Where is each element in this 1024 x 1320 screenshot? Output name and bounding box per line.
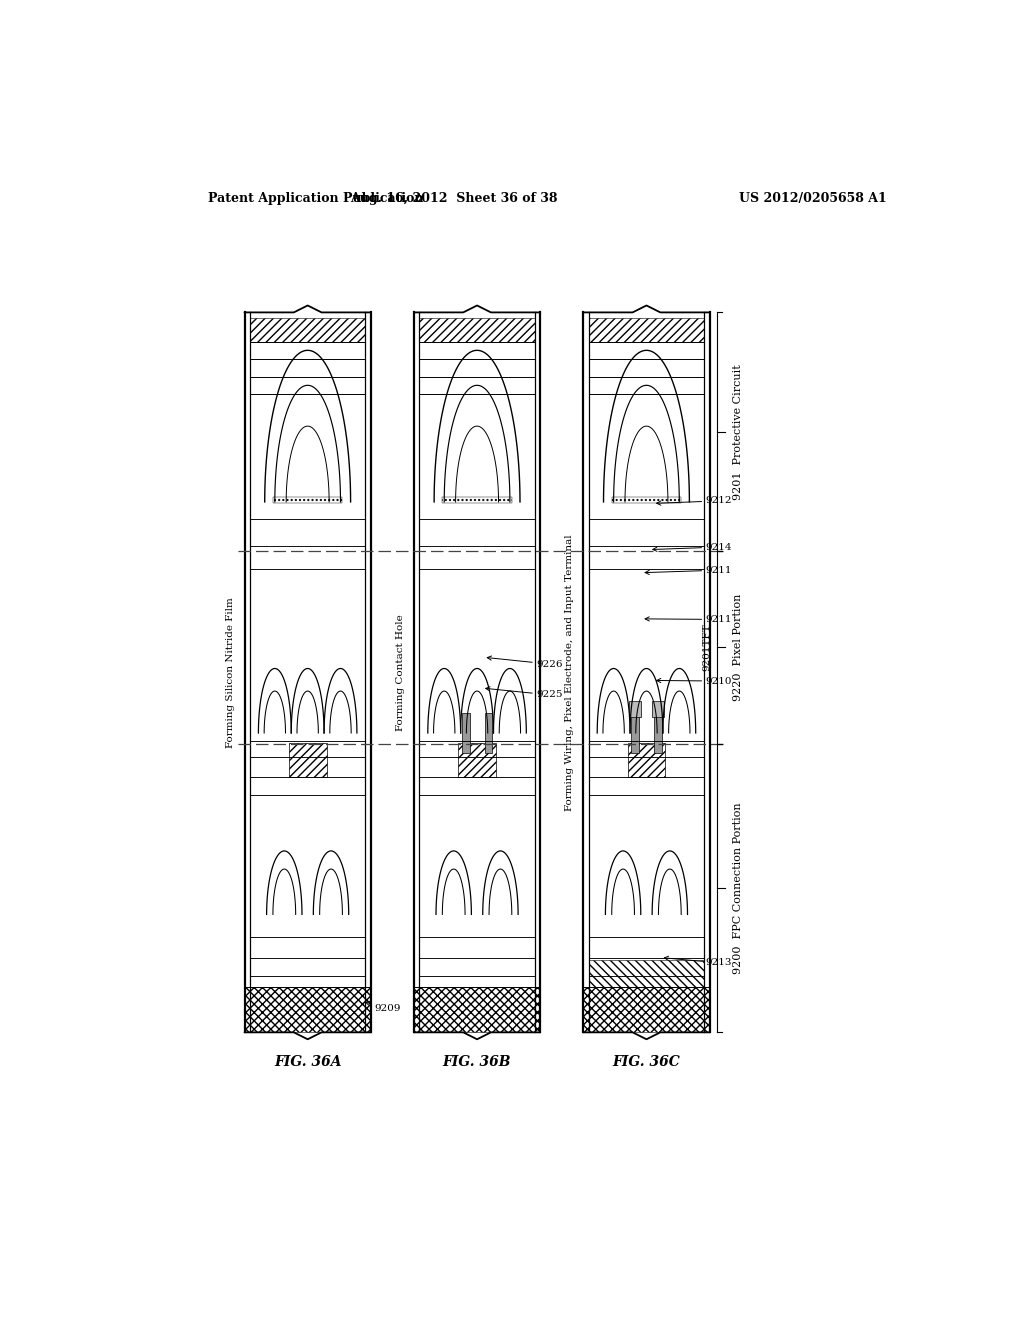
Bar <box>414 987 541 1032</box>
Bar <box>654 713 662 754</box>
Bar <box>462 713 470 754</box>
Text: 9225: 9225 <box>485 686 563 700</box>
Bar <box>589 960 705 987</box>
Bar <box>631 713 639 754</box>
Bar <box>273 498 342 503</box>
Text: Forming Contact Hole: Forming Contact Hole <box>395 614 404 731</box>
Text: 9214: 9214 <box>652 543 732 552</box>
Bar <box>442 498 512 503</box>
Text: 9209: 9209 <box>366 1002 401 1012</box>
Bar <box>584 987 710 1032</box>
Text: FIG. 36C: FIG. 36C <box>612 1055 680 1069</box>
Bar <box>651 701 664 717</box>
Text: 9201  Protective Circuit: 9201 Protective Circuit <box>733 364 742 500</box>
Text: US 2012/0205658 A1: US 2012/0205658 A1 <box>739 191 887 205</box>
Text: 9211: 9211 <box>645 615 732 624</box>
Text: FIG. 36B: FIG. 36B <box>442 1055 511 1069</box>
Bar <box>250 318 366 342</box>
Bar <box>289 743 327 777</box>
Text: 9212: 9212 <box>656 496 732 506</box>
Text: 9213: 9213 <box>665 956 732 968</box>
Text: Patent Application Publication: Patent Application Publication <box>208 191 423 205</box>
Text: Aug. 16, 2012  Sheet 36 of 38: Aug. 16, 2012 Sheet 36 of 38 <box>350 191 558 205</box>
Text: 9200  FPC Connection Portion: 9200 FPC Connection Portion <box>733 803 742 974</box>
Text: 9201TFT: 9201TFT <box>702 623 711 671</box>
Bar <box>589 318 705 342</box>
Bar <box>484 713 493 754</box>
Text: 9210: 9210 <box>656 677 732 685</box>
Text: 9226: 9226 <box>487 656 563 669</box>
Text: Forming Wiring, Pixel Electrode, and Input Terminal: Forming Wiring, Pixel Electrode, and Inp… <box>565 535 574 810</box>
Bar <box>628 743 666 777</box>
Bar <box>611 498 681 503</box>
Text: FIG. 36A: FIG. 36A <box>273 1055 341 1069</box>
Bar <box>458 743 496 777</box>
Bar <box>629 701 641 717</box>
Text: 9220  Pixel Portion: 9220 Pixel Portion <box>733 594 742 701</box>
Bar <box>419 318 535 342</box>
Text: 9211: 9211 <box>645 566 732 574</box>
Text: Forming Silicon Nitride Film: Forming Silicon Nitride Film <box>226 597 236 747</box>
Bar <box>245 987 371 1032</box>
